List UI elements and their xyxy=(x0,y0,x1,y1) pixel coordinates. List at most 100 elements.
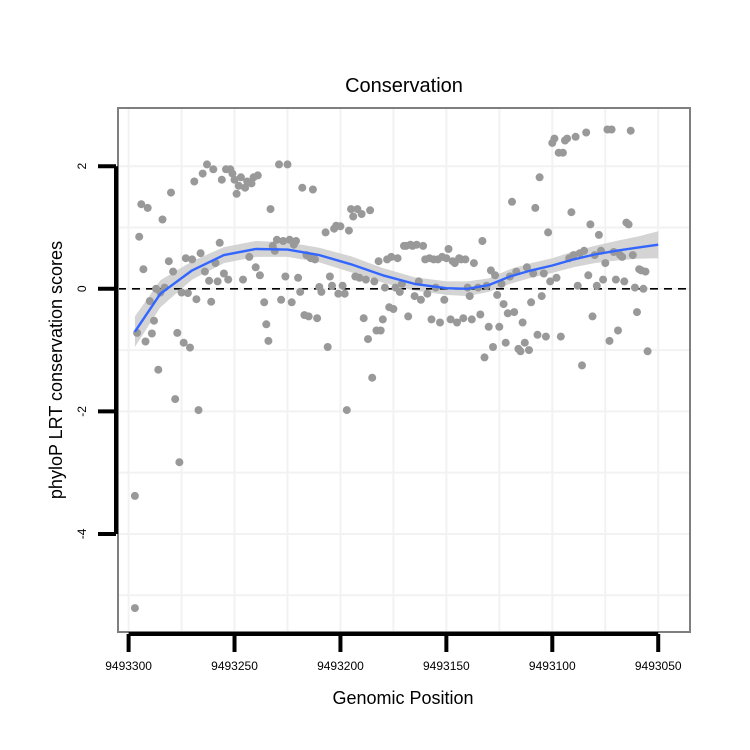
data-point xyxy=(200,267,209,276)
data-point xyxy=(516,347,525,356)
y-tick-label: -2 xyxy=(75,406,89,417)
data-point xyxy=(599,275,608,284)
data-point xyxy=(283,160,292,169)
x-tick-label: 9493150 xyxy=(423,659,470,673)
data-point xyxy=(183,289,192,298)
data-point xyxy=(624,220,633,229)
data-point xyxy=(370,277,379,286)
data-point xyxy=(171,395,180,404)
data-point xyxy=(325,272,334,281)
data-point xyxy=(626,126,635,135)
data-point xyxy=(298,183,307,192)
data-point xyxy=(239,275,247,284)
data-point xyxy=(203,160,211,169)
data-point xyxy=(387,252,396,261)
data-point xyxy=(573,281,582,290)
data-point xyxy=(150,316,158,325)
data-point xyxy=(465,292,474,301)
y-tick-label: 2 xyxy=(75,163,89,170)
data-point xyxy=(550,134,559,143)
data-point xyxy=(245,252,254,261)
data-point xyxy=(139,265,148,274)
data-point xyxy=(255,271,264,280)
data-point xyxy=(311,255,319,264)
data-point xyxy=(601,259,610,268)
data-point xyxy=(499,300,508,309)
data-point xyxy=(164,257,173,266)
data-point xyxy=(535,173,544,182)
data-point xyxy=(491,271,500,280)
data-point xyxy=(175,458,184,467)
data-point xyxy=(556,332,565,341)
data-point xyxy=(205,276,214,285)
data-point xyxy=(296,287,305,296)
data-point xyxy=(130,604,139,613)
data-point xyxy=(527,298,536,307)
data-point xyxy=(395,287,404,296)
data-point xyxy=(525,346,533,355)
data-point xyxy=(594,230,603,239)
data-point xyxy=(198,169,207,178)
data-point xyxy=(546,277,555,286)
x-tick-label: 9493250 xyxy=(211,659,258,673)
data-point xyxy=(569,251,578,260)
data-point xyxy=(228,169,237,178)
data-point xyxy=(181,254,190,263)
data-point xyxy=(281,272,290,281)
data-point xyxy=(194,406,203,415)
data-point xyxy=(279,237,288,245)
data-point xyxy=(461,255,470,264)
data-point xyxy=(196,249,205,258)
data-point xyxy=(389,305,398,313)
data-point xyxy=(304,312,313,321)
data-point xyxy=(292,237,300,245)
data-point xyxy=(340,289,349,298)
data-point xyxy=(167,188,175,197)
data-point xyxy=(266,205,275,214)
data-point xyxy=(230,175,239,184)
data-point xyxy=(287,298,296,307)
data-point xyxy=(247,179,256,188)
data-point xyxy=(446,315,455,324)
data-point xyxy=(539,269,548,278)
smooth-fit-line xyxy=(133,243,659,333)
data-point xyxy=(154,365,163,374)
data-point xyxy=(427,315,436,324)
data-point xyxy=(484,322,493,331)
y-tick-label: -4 xyxy=(75,528,89,539)
data-point xyxy=(272,235,281,244)
data-point xyxy=(344,226,353,235)
data-point xyxy=(412,240,421,249)
data-point xyxy=(234,181,243,190)
data-point xyxy=(611,275,620,284)
grid-layer xyxy=(118,108,690,632)
data-point xyxy=(584,271,593,280)
data-point xyxy=(336,222,345,231)
data-point xyxy=(614,326,622,335)
data-point xyxy=(641,267,650,276)
data-point xyxy=(264,336,273,345)
data-point xyxy=(190,177,199,186)
x-tick-label: 9493300 xyxy=(105,659,152,673)
data-point xyxy=(355,273,364,282)
data-point xyxy=(186,343,194,352)
data-point xyxy=(135,232,144,241)
data-point xyxy=(531,203,540,212)
data-point xyxy=(158,215,167,224)
data-point xyxy=(480,353,489,362)
data-point xyxy=(217,175,226,184)
data-point xyxy=(328,281,336,290)
data-point xyxy=(262,320,271,329)
data-point xyxy=(342,406,351,415)
data-point xyxy=(275,160,283,169)
data-point xyxy=(321,228,330,237)
data-point xyxy=(215,238,224,247)
data-point xyxy=(578,361,586,370)
data-point xyxy=(508,197,516,206)
data-point xyxy=(459,314,468,323)
data-point xyxy=(270,246,279,255)
data-point xyxy=(588,312,597,321)
data-point xyxy=(493,290,502,299)
